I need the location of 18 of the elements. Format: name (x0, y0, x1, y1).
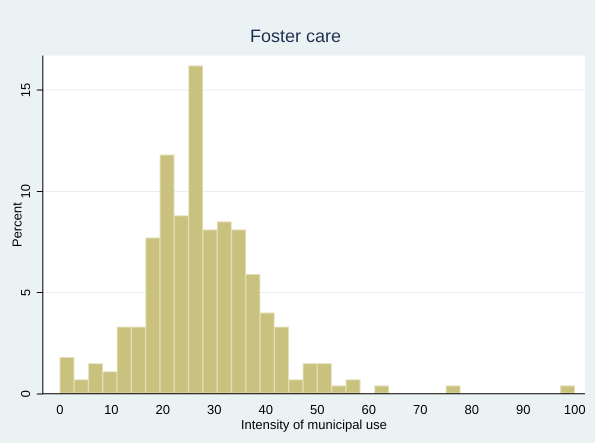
y-tick-label: 10 (18, 184, 33, 199)
x-tick-label: 70 (413, 402, 428, 418)
chart-title: Foster care (250, 26, 342, 46)
x-tick-label: 60 (362, 402, 376, 418)
x-tick-label: 30 (207, 402, 222, 418)
x-tick-label: 80 (464, 402, 479, 418)
x-tick-label: 50 (310, 402, 324, 418)
y-tick-label: 15 (18, 82, 33, 98)
x-tick-label: 100 (564, 402, 586, 418)
x-tick-label: 10 (104, 402, 119, 418)
x-tick-label: 0 (56, 402, 64, 418)
x-tick-label: 40 (258, 402, 274, 418)
x-tick-label: 20 (156, 402, 170, 418)
x-axis-title: Intensity of municipal use (240, 416, 387, 432)
y-tick-label: 0 (18, 390, 33, 398)
x-tick-label: 90 (516, 402, 530, 418)
y-tick-label: 5 (18, 288, 33, 296)
y-axis-title: Percent (9, 202, 24, 248)
